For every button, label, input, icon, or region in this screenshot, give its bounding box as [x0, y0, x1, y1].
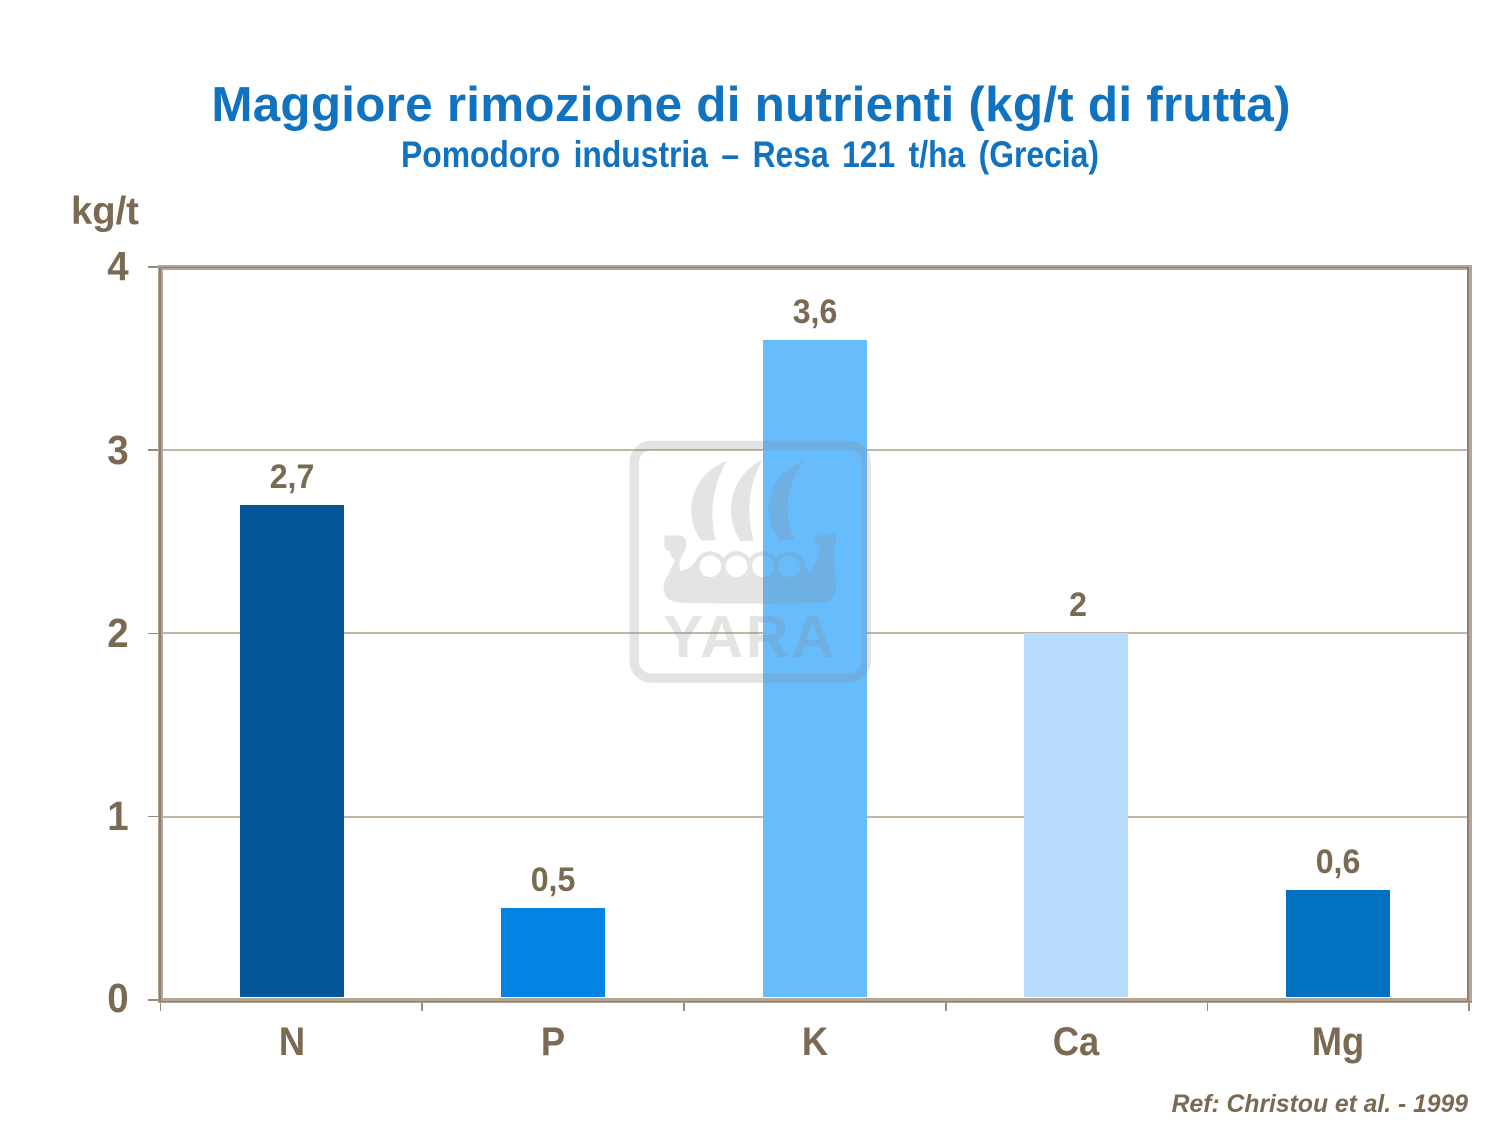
svg-text:YARA: YARA	[663, 603, 836, 670]
